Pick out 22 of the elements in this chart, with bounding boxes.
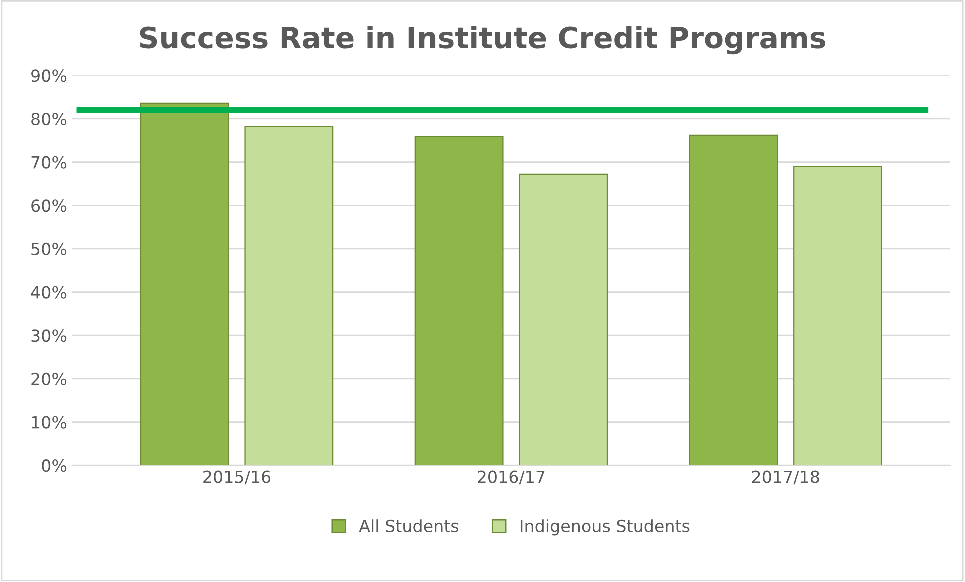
y-tick-label: 20% [32,372,67,386]
y-tick-label: 70% [32,156,67,169]
y-tick-label: 90% [32,70,67,82]
y-tick-label: 80% [32,112,67,126]
bar [689,134,778,466]
bar [794,166,882,466]
x-tick-label: 2016/17 [478,470,545,485]
x-tick-label: 2017/18 [752,470,820,485]
y-tick-label: 0% [42,460,67,472]
y-tick-label: 50% [32,242,67,256]
y-tick-label: 60% [32,200,67,212]
bar [519,174,608,466]
legend-label: All Students [359,520,459,532]
chart-title: Success Rate in Institute Credit Programs [140,26,826,55]
x-tick-label: 2015/16 [204,470,271,485]
legend-label: Indigenous Students [520,520,690,536]
y-tick-label: 10% [32,416,67,429]
bar [414,136,504,466]
bar [140,102,230,466]
bar [244,126,334,466]
y-tick-label: 40% [31,286,67,299]
y-tick-label: 30% [32,330,67,342]
